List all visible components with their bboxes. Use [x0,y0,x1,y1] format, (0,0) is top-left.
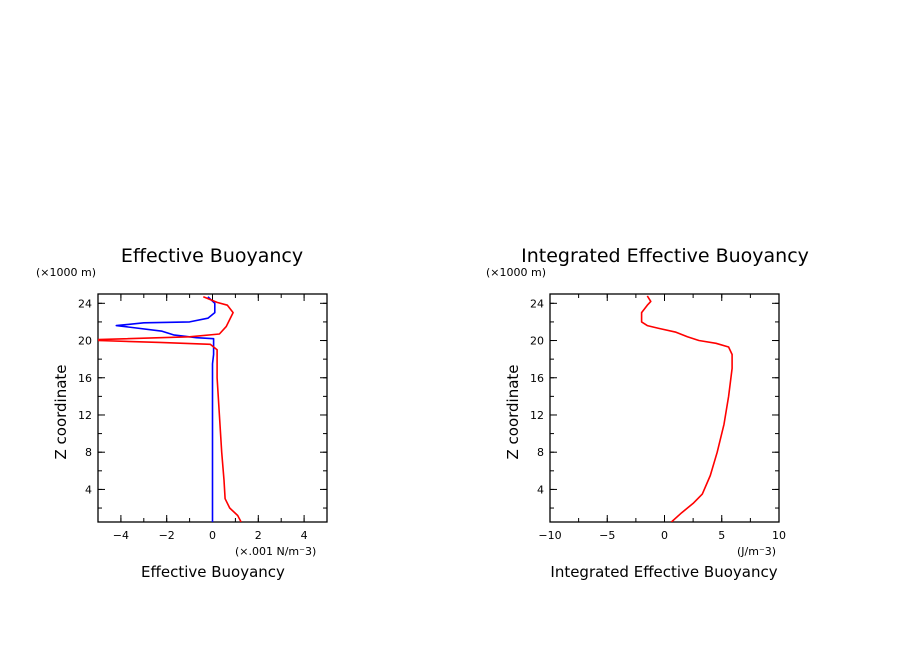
y-tick-label: 8 [537,446,544,459]
x-tick-label: −5 [599,529,615,542]
y-axis-label: Z coordinate [52,364,70,459]
y-tick-label: 16 [530,372,544,385]
series-line [98,296,242,522]
y-tick-label: 8 [85,446,92,459]
y-unit-label: (×1000 m) [486,266,546,279]
y-tick-label: 24 [78,297,92,310]
y-unit-label: (×1000 m) [36,266,96,279]
plot-area: −10 −5 0 5 10 4 8 12 16 20 24 [530,293,786,542]
x-tick-label: −10 [538,529,561,542]
x-axis-label: Effective Buoyancy [141,563,285,581]
x-unit-label: (×.001 N/m⁻3) [235,545,316,558]
y-tick-label: 4 [85,483,92,496]
y-axis-label: Z coordinate [504,364,522,459]
y-tick-label: 20 [530,335,544,348]
y-tick-label: 16 [78,372,92,385]
chart-title: Effective Buoyancy [121,245,303,267]
x-tick-label: 10 [772,529,786,542]
panel-integrated-effective-buoyancy: Integrated Effective Buoyancy (×1000 m) … [486,245,809,581]
x-tick-label: −4 [113,529,129,542]
panel-effective-buoyancy: Effective Buoyancy (×1000 m) Z coordinat… [36,245,328,581]
x-tick-label: 5 [718,529,725,542]
plot-frame [549,293,780,523]
chart-title: Integrated Effective Buoyancy [521,245,809,267]
x-unit-label: (J/m⁻3) [737,545,776,558]
y-tick-label: 24 [530,297,544,310]
y-tick-label: 4 [537,483,544,496]
series-line [115,296,216,522]
x-tick-label: 0 [661,529,668,542]
y-tick-label: 20 [78,335,92,348]
x-tick-label: 0 [209,529,216,542]
y-tick-label: 12 [530,409,544,422]
series-line [640,295,733,522]
x-axis-label: Integrated Effective Buoyancy [550,563,777,581]
x-tick-label: −2 [159,529,175,542]
y-tick-label: 12 [78,409,92,422]
x-tick-label: 2 [255,529,262,542]
x-tick-label: 4 [301,529,308,542]
